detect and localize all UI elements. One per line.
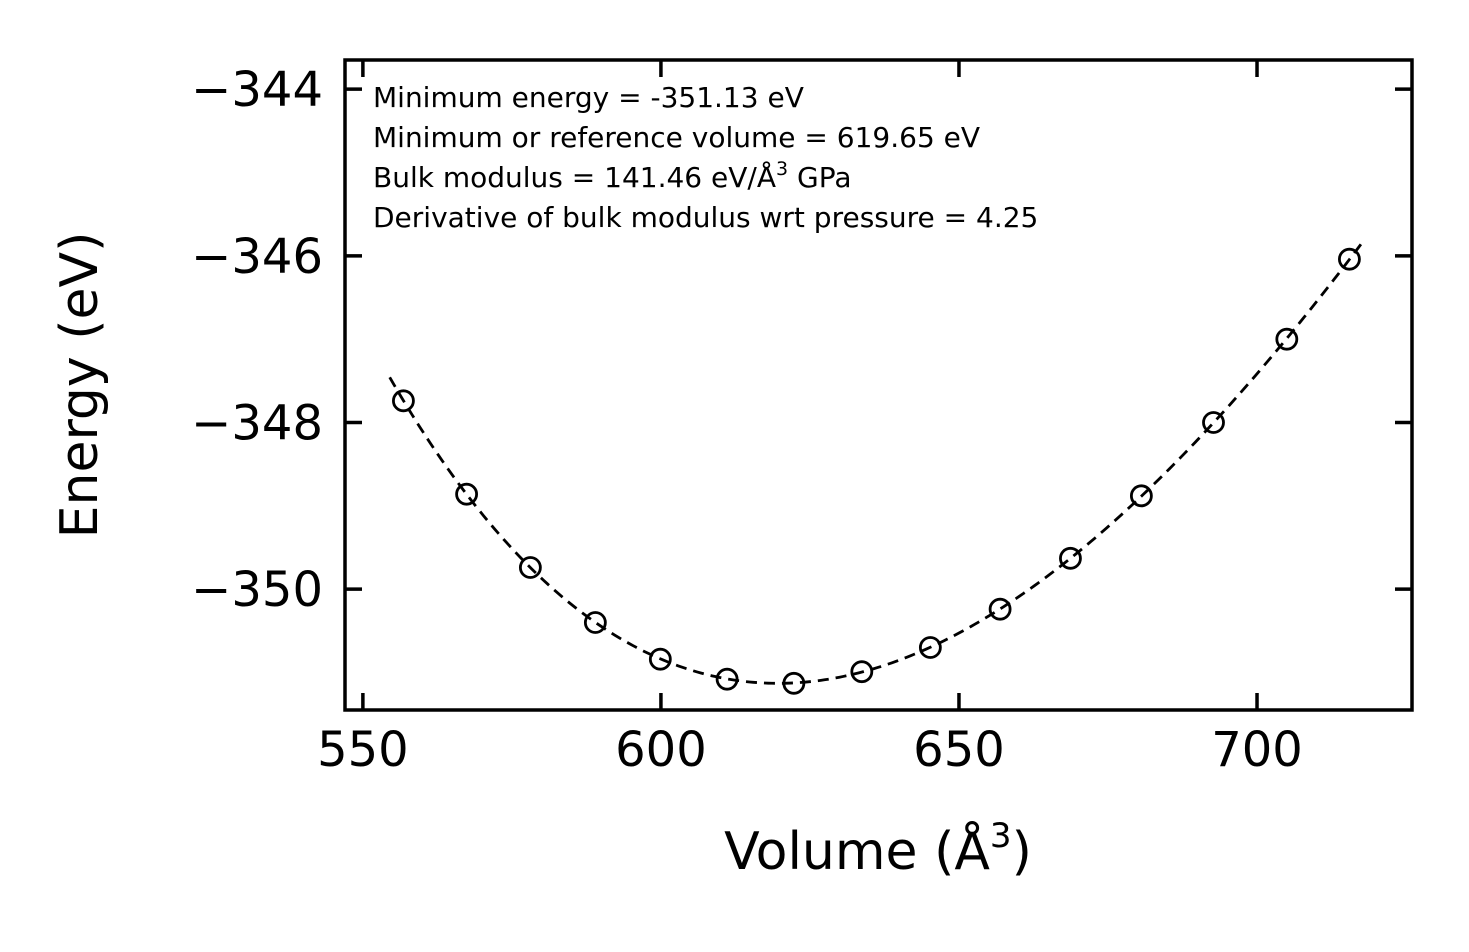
annotation-bulk-modulus-superscript: 3 bbox=[776, 157, 789, 180]
x-tick-label: 550 bbox=[317, 722, 409, 778]
data-point-marker bbox=[1129, 484, 1153, 508]
annotation-bulk-modulus: Bulk modulus = 141.46 eV/Å3 GPa bbox=[373, 158, 1038, 198]
annotation-ref-volume: Minimum or reference volume = 619.65 eV bbox=[373, 121, 981, 154]
annotation-bulk-modulus-derivative: Derivative of bulk modulus wrt pressure … bbox=[373, 201, 1039, 234]
data-point-marker bbox=[1275, 327, 1299, 351]
annotation-min-energy: Minimum energy = -351.13 eV bbox=[373, 81, 804, 114]
data-point-marker bbox=[918, 636, 942, 659]
data-point-marker bbox=[1202, 411, 1225, 434]
y-axis-label: Energy (eV) bbox=[50, 231, 110, 539]
annotation-bulk-modulus-unit: GPa bbox=[788, 161, 852, 194]
y-tick-label: −346 bbox=[191, 229, 323, 285]
plot-frame bbox=[343, 58, 1414, 712]
data-point-marker bbox=[850, 660, 874, 684]
data-point-marker bbox=[583, 611, 607, 634]
fit-parameters-annotation: Minimum energy = -351.13 eV Minimum or r… bbox=[373, 78, 1038, 238]
data-point-marker bbox=[455, 482, 479, 506]
data-point-marker bbox=[715, 667, 739, 691]
data-point-marker bbox=[1059, 546, 1082, 570]
eos-fit-curve bbox=[388, 238, 1366, 685]
data-point-marker bbox=[782, 671, 806, 695]
y-tick-label: −350 bbox=[191, 562, 323, 618]
data-point-marker bbox=[518, 556, 542, 579]
data-point-marker bbox=[1338, 247, 1361, 271]
x-axis-label-superscript: 3 bbox=[989, 815, 1012, 856]
x-tick-label: 650 bbox=[913, 722, 1005, 778]
x-axis-label-text: Volume (Å bbox=[724, 822, 990, 882]
x-tick-label: 600 bbox=[615, 722, 707, 778]
data-point-marker bbox=[648, 647, 672, 671]
annotation-bulk-modulus-text: Bulk modulus = 141.46 eV/Å bbox=[373, 161, 776, 194]
x-axis-label-close: ) bbox=[1011, 822, 1032, 882]
y-tick-label: −344 bbox=[191, 62, 323, 118]
x-axis-label: Volume (Å3) bbox=[724, 819, 1032, 882]
y-tick-label: −348 bbox=[191, 396, 323, 452]
data-point-marker bbox=[988, 597, 1012, 621]
data-point-marker bbox=[392, 389, 415, 413]
x-tick-label: 700 bbox=[1211, 722, 1303, 778]
